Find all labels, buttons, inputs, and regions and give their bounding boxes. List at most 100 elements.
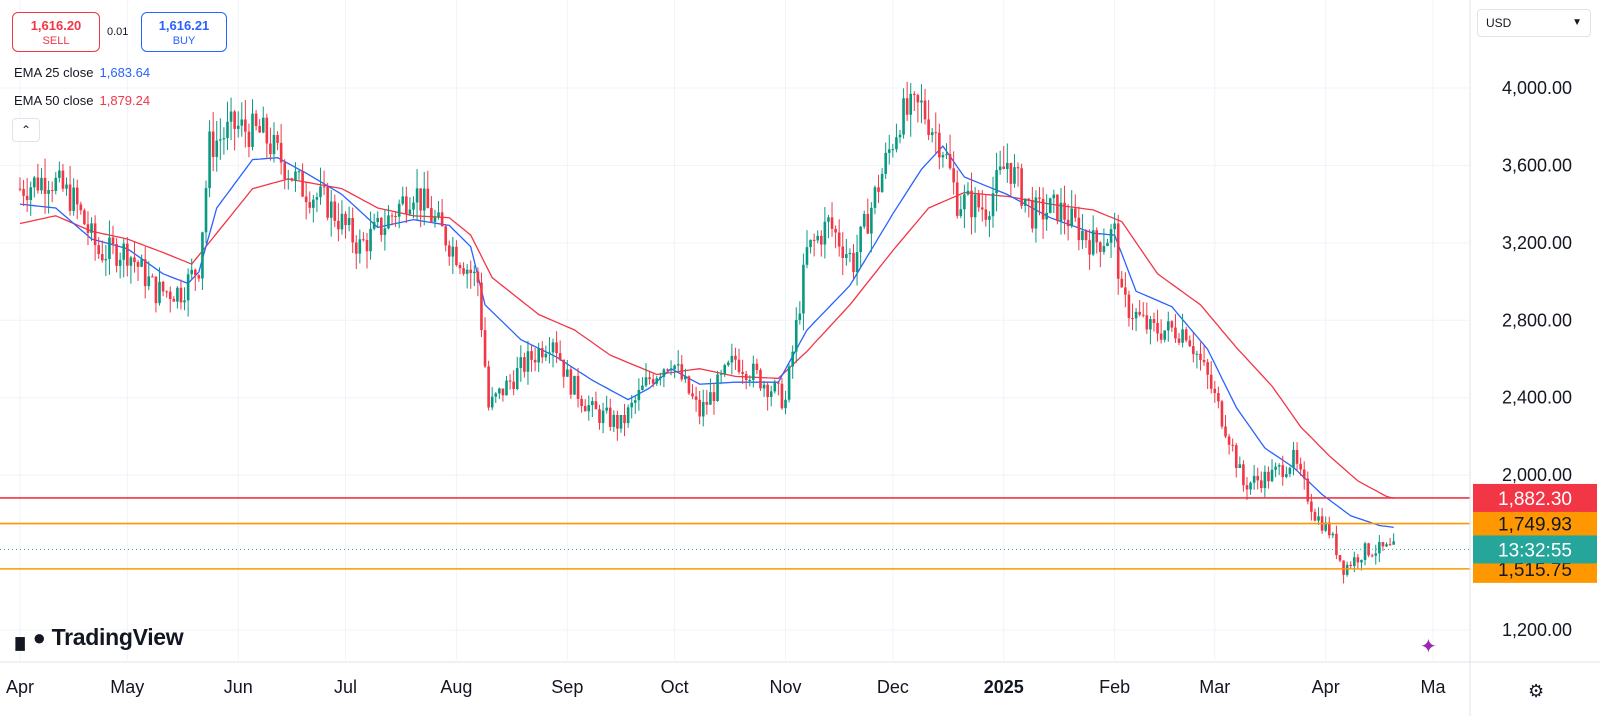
candle-body: [283, 162, 287, 180]
candle-body: [1156, 322, 1159, 334]
candle-body: [530, 351, 533, 360]
candle-body: [515, 368, 519, 390]
candle-body: [540, 348, 544, 358]
candle-body: [680, 364, 684, 380]
level-tag-mid-bg: [1473, 509, 1597, 538]
candle-body: [1256, 475, 1260, 481]
candle-body: [494, 393, 498, 397]
candle-body: [537, 348, 540, 363]
candle-body: [1388, 544, 1392, 546]
candle-body: [222, 138, 226, 140]
candle-body: [498, 388, 501, 394]
candle-body: [576, 375, 580, 399]
countdown-tag: 13:32:55: [1498, 540, 1572, 561]
candle-body: [433, 216, 437, 222]
buy-button[interactable]: 1,616.21 BUY: [141, 12, 227, 52]
candle-body: [1141, 314, 1145, 316]
currency-value: USD: [1486, 16, 1512, 30]
candle-body: [1113, 223, 1116, 230]
candle-body: [129, 257, 133, 266]
candle-body: [1288, 467, 1292, 475]
candle-body: [265, 117, 269, 144]
candle-body: [730, 355, 734, 363]
candle-body: [1324, 522, 1327, 531]
candle-body: [891, 149, 895, 151]
candle-body: [1274, 466, 1277, 470]
candle-body: [1070, 208, 1074, 227]
candle-body: [483, 330, 487, 367]
candle-body: [752, 363, 755, 380]
candle-body: [848, 252, 852, 255]
candle-body: [1016, 167, 1020, 169]
price-axis[interactable]: 1,200.00 2,000.00 2,400.00 2,800.00 3,200.00…: [1502, 78, 1572, 640]
candle-body: [977, 194, 980, 208]
candle-body: [1331, 533, 1335, 536]
candle-body: [1277, 465, 1281, 467]
candle-body: [694, 396, 698, 400]
candle-body: [984, 209, 988, 220]
legend-ema-25[interactable]: EMA 25 close 1,683.64: [14, 65, 150, 80]
candle-body: [201, 232, 204, 279]
candle-body: [1109, 229, 1113, 243]
sparkle-icon[interactable]: ✦: [1420, 636, 1437, 658]
candle-body: [1378, 542, 1381, 554]
candle-body: [927, 119, 930, 136]
candle-body: [1285, 474, 1288, 477]
candle-body: [777, 382, 780, 384]
candle-body: [934, 132, 938, 134]
candle-body: [165, 291, 168, 293]
candle-body: [512, 381, 515, 390]
candle-body: [834, 228, 837, 233]
candle-body: [508, 380, 512, 382]
candle-body: [333, 201, 337, 221]
candle-body: [1227, 436, 1231, 445]
candle-body: [637, 389, 641, 401]
candle-body: [898, 134, 902, 138]
currency-select[interactable]: USD ▼: [1477, 9, 1591, 37]
candle-body: [276, 135, 279, 143]
horizontal-levels[interactable]: [0, 497, 1470, 570]
candle-body: [440, 212, 444, 227]
candle-body: [1088, 240, 1091, 255]
candle-body: [619, 414, 623, 429]
candle-body: [1349, 564, 1353, 567]
candle-body: [1120, 278, 1124, 288]
candle-body: [1041, 198, 1045, 220]
candle-body: [988, 216, 991, 220]
candle-body: [884, 152, 887, 174]
legend-ema-50-label: EMA 50 close: [14, 93, 94, 108]
y-tick-label: 3,600.00: [1502, 155, 1572, 175]
candle-body: [823, 221, 827, 245]
candle-body: [147, 276, 151, 287]
candle-body: [133, 257, 136, 263]
candle-body: [415, 188, 419, 203]
sell-button[interactable]: 1,616.20 SELL: [12, 12, 100, 52]
candle-body: [780, 383, 784, 409]
settings-icon[interactable]: ⚙: [1528, 681, 1545, 701]
candle-body: [1106, 242, 1109, 247]
candle-body: [290, 178, 294, 181]
ema-50-line: [19, 178, 1394, 500]
candle-body: [1245, 485, 1249, 490]
candle-body: [272, 135, 276, 155]
candle-body: [1006, 162, 1009, 169]
candle-body: [1338, 555, 1342, 561]
legend-ema-50[interactable]: EMA 50 close 1,879.24: [14, 93, 150, 108]
candle-body: [1095, 230, 1099, 243]
time-axis[interactable]: Apr May Jun Jul Aug Sep Oct Nov Dec 2025 Feb Mar Apr…: [6, 677, 1446, 697]
candle-body: [83, 210, 86, 225]
candle-body: [412, 202, 415, 210]
candle-body: [651, 379, 655, 384]
tradingview-logo[interactable]: ▖● TradingView: [16, 624, 184, 651]
candle-body: [279, 142, 283, 163]
candle-body: [1192, 346, 1195, 355]
candle-body: [312, 199, 315, 208]
candle-body: [58, 170, 61, 178]
collapse-legend-button[interactable]: ⌃: [12, 118, 40, 142]
candle-body: [1234, 445, 1238, 469]
buy-label: BUY: [172, 35, 196, 47]
candle-body: [626, 407, 630, 424]
candle-body: [533, 359, 537, 363]
candle-body: [1127, 294, 1131, 319]
